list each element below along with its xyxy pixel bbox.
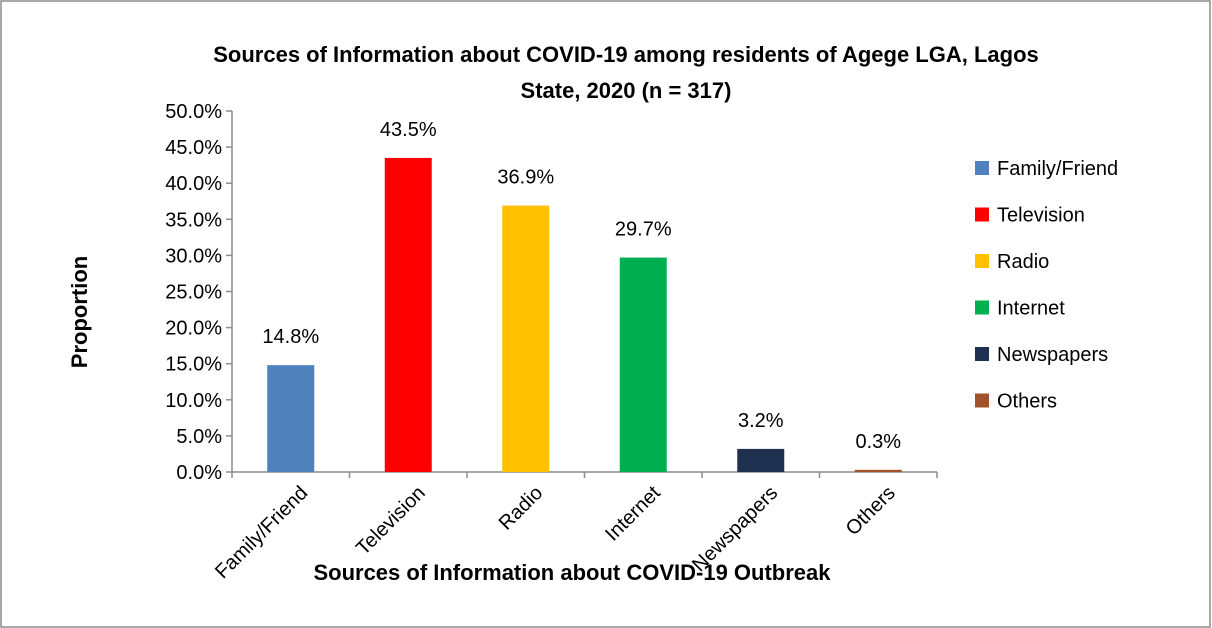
legend-swatch xyxy=(975,207,989,222)
legend-label: Family/Friend xyxy=(997,158,1118,180)
y-tick-label: 25.0% xyxy=(165,282,222,304)
y-axis-label: Proportion xyxy=(67,256,92,368)
data-label: 43.5% xyxy=(380,119,437,141)
legend-label: Others xyxy=(997,391,1057,413)
y-axis: 0.0% 5.0% 10.0% 15.0% 20.0% 25.0% 30.0% 35.0% 40… xyxy=(165,101,937,484)
chart-title-line-2: State, 2020 (n = 317) xyxy=(521,78,732,103)
data-labels-group: 14.8% 43.5% 36.9% 29.7% 3.2% 0.3% xyxy=(262,119,901,453)
data-label: 29.7% xyxy=(615,219,672,241)
legend-swatch xyxy=(975,300,989,315)
bar xyxy=(854,469,902,472)
chart-title-line-1: Sources of Information about COVID-19 am… xyxy=(213,42,1039,67)
y-tick-label: 20.0% xyxy=(165,318,222,340)
legend-label: Television xyxy=(997,205,1085,227)
y-tick-label: 45.0% xyxy=(165,137,222,159)
legend-swatch xyxy=(975,347,989,361)
data-label: 0.3% xyxy=(855,431,901,453)
bar xyxy=(619,257,667,472)
bars-group xyxy=(267,157,902,472)
bar xyxy=(384,157,432,472)
y-tick-label: 5.0% xyxy=(176,426,222,448)
legend-label: Radio xyxy=(997,251,1049,273)
data-label: 3.2% xyxy=(738,410,784,432)
bar xyxy=(737,448,785,472)
data-label: 36.9% xyxy=(497,167,554,189)
y-tick-label: 10.0% xyxy=(165,390,222,412)
legend-swatch xyxy=(975,161,989,175)
legend-swatch xyxy=(975,254,989,268)
x-axis-label: Sources of Information about COVID-19 Ou… xyxy=(313,560,831,585)
y-tick-label: 35.0% xyxy=(165,209,222,231)
y-tick-label: 50.0% xyxy=(165,101,222,123)
y-tick-label: 15.0% xyxy=(165,354,222,376)
legend: Family/Friend Television Radio Internet News… xyxy=(975,158,1118,413)
y-tick-label: 0.0% xyxy=(176,462,222,484)
legend-label: Newspapers xyxy=(997,344,1108,366)
legend-swatch xyxy=(975,393,989,408)
y-tick-label: 30.0% xyxy=(165,245,222,267)
y-tick-label: 40.0% xyxy=(165,173,222,195)
bar xyxy=(267,365,315,472)
bar xyxy=(502,205,550,472)
legend-label: Internet xyxy=(997,298,1065,320)
data-label: 14.8% xyxy=(262,326,319,348)
